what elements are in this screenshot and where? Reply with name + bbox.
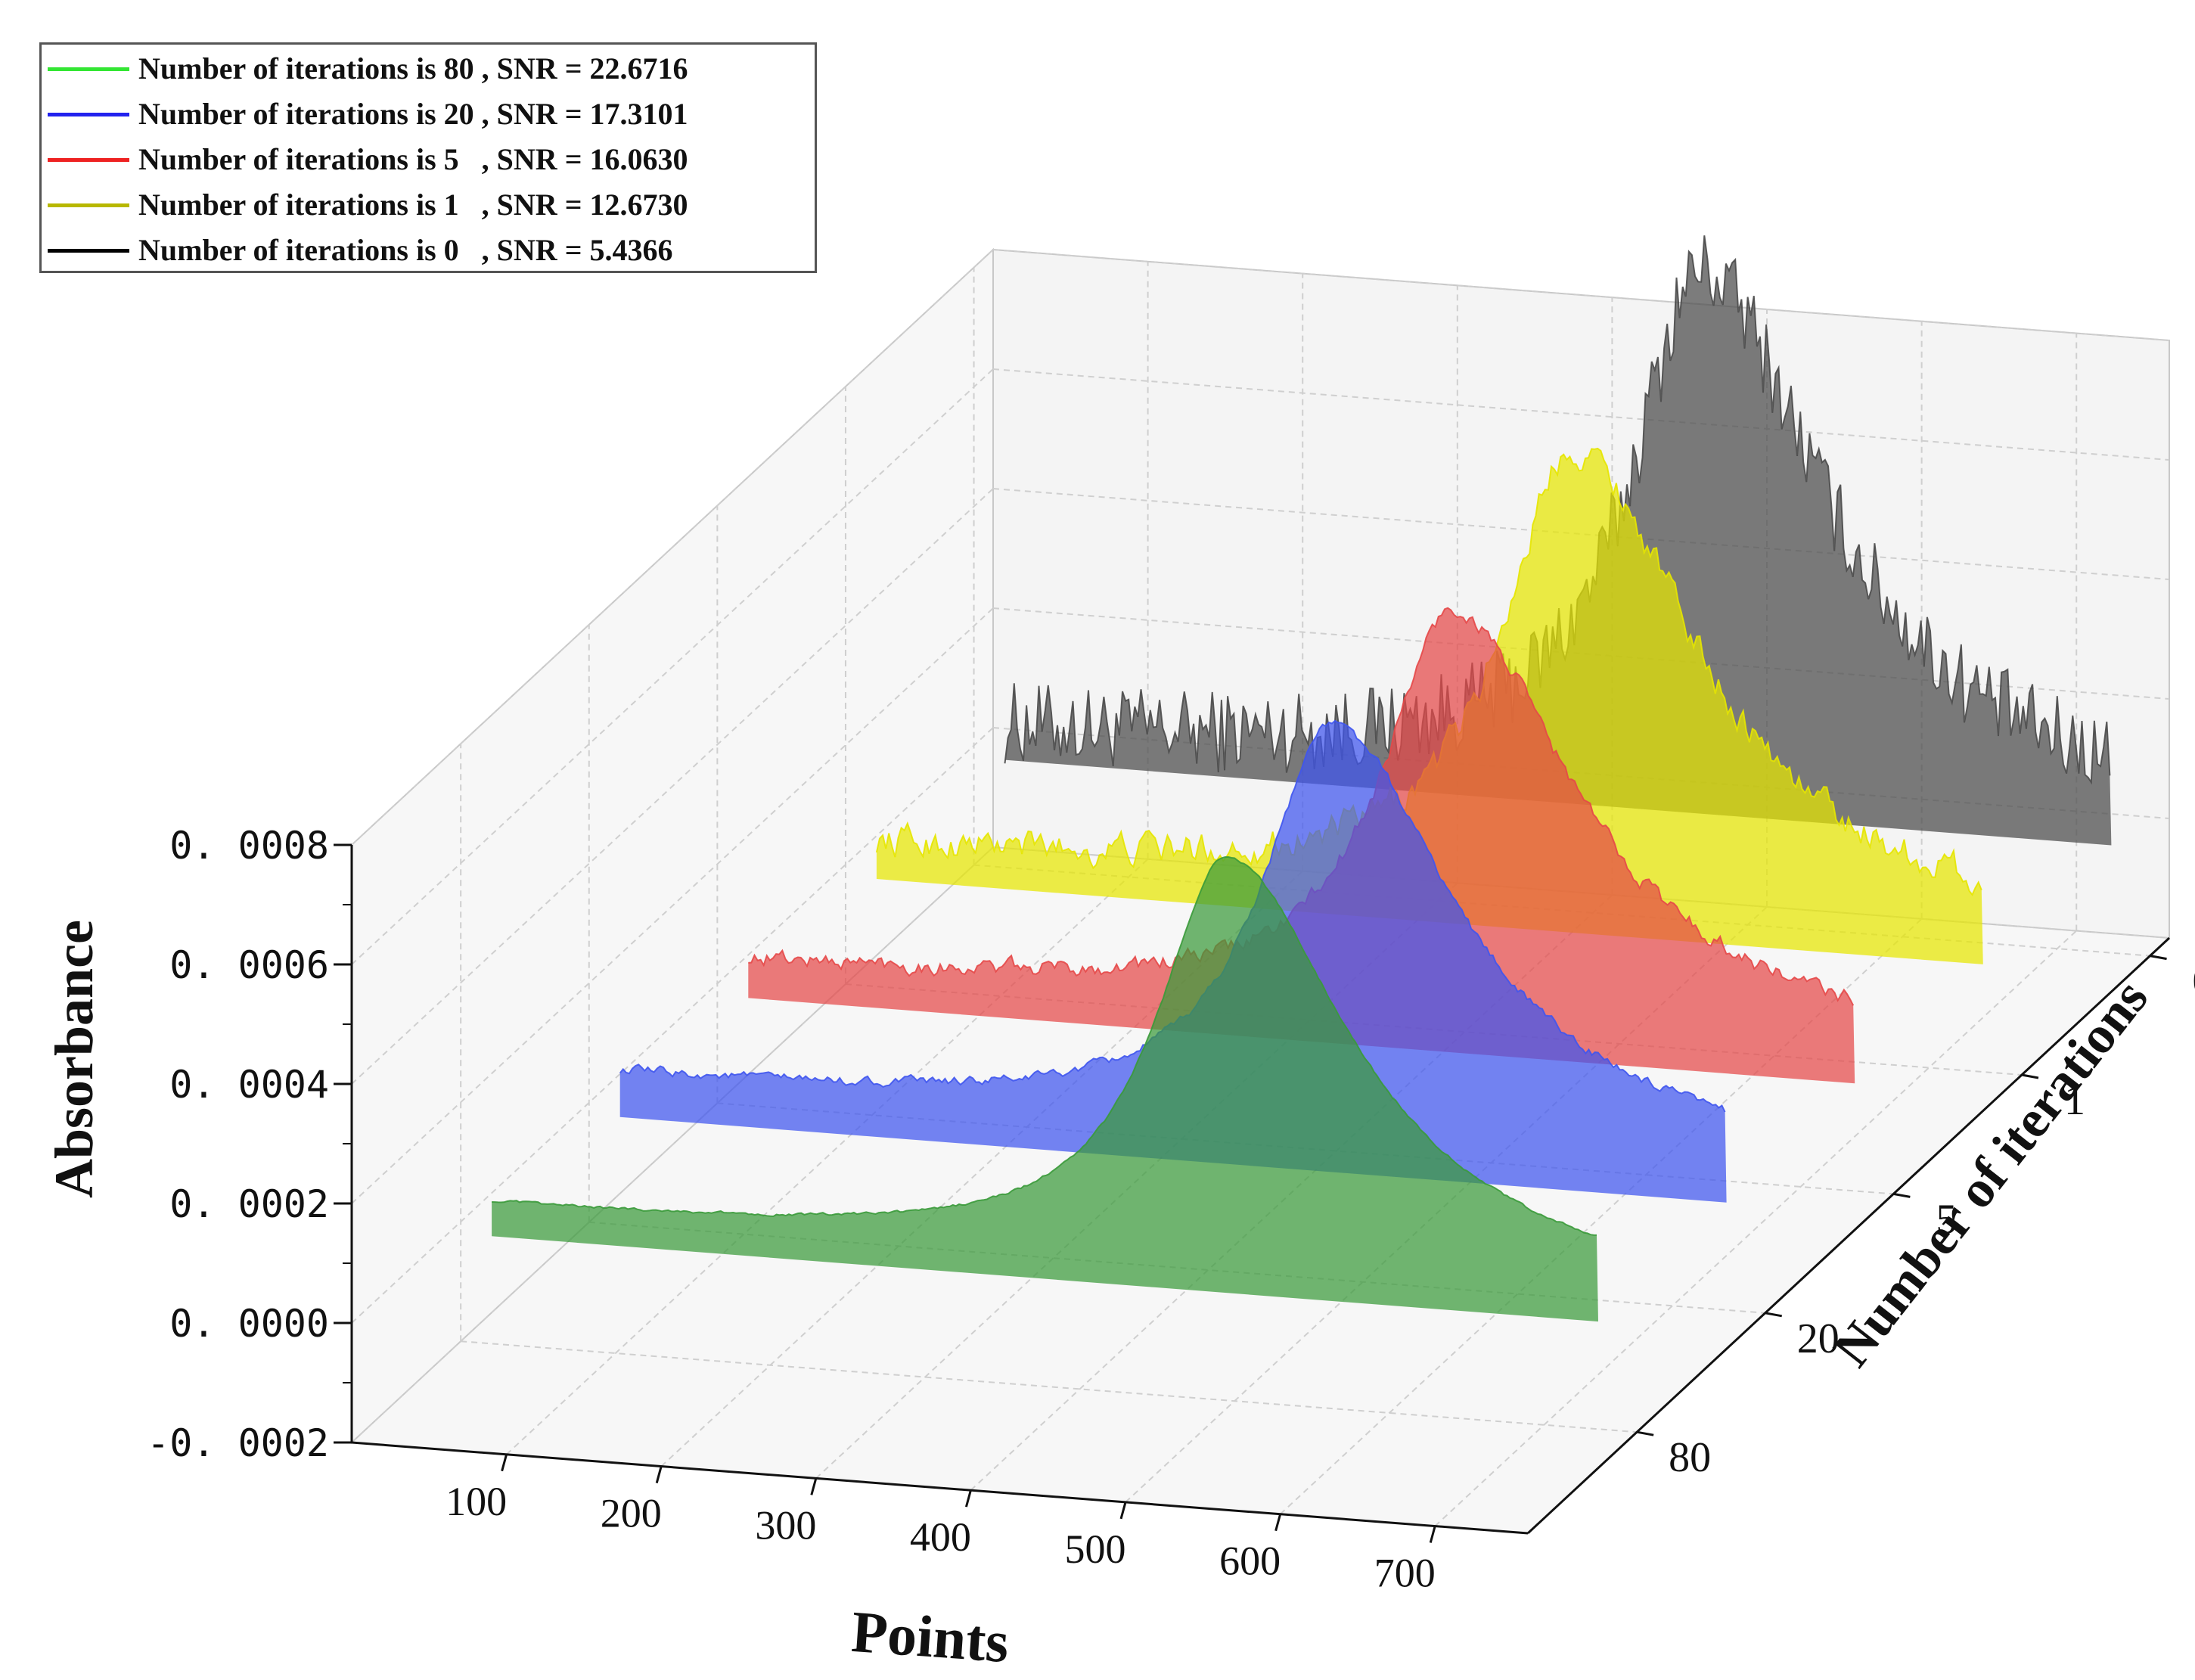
grid-line	[992, 488, 2170, 580]
series-layer	[492, 235, 2112, 1322]
legend-label: Number of iterations is 5 , SNR = 16.063…	[138, 142, 688, 176]
y-tick	[1636, 1430, 1654, 1436]
legend-label: Number of iterations is 0 , SNR = 5.4366	[138, 233, 673, 267]
grid-line	[992, 368, 2170, 461]
x-tick	[1429, 1526, 1436, 1543]
legend-label: Number of iterations is 20 , SNR = 17.31…	[138, 97, 688, 131]
y-tick	[1765, 1312, 1783, 1318]
grid-line	[351, 368, 994, 965]
legend-swatch	[48, 249, 129, 253]
y-tick	[1893, 1192, 1911, 1198]
grid-line	[505, 859, 1149, 1455]
x-tick	[501, 1454, 508, 1472]
z-tick-label: 0. 0008	[169, 824, 329, 868]
series-area	[876, 448, 1983, 964]
x-tick	[1274, 1514, 1282, 1532]
x-tick	[1119, 1501, 1127, 1520]
legend-label: Number of iterations is 80 , SNR = 22.67…	[138, 51, 688, 85]
grid-line	[351, 846, 994, 1443]
z-tick-label: 0. 0006	[169, 943, 329, 987]
legend-entry: Number of iterations is 5 , SNR = 16.063…	[42, 138, 815, 181]
x-tick-label: 300	[755, 1502, 816, 1548]
legend-swatch	[48, 203, 129, 207]
z-tick-label: 0. 0002	[169, 1182, 329, 1226]
legend-swatch	[48, 67, 129, 71]
x-tick-label: 500	[1065, 1526, 1126, 1572]
series-area	[619, 720, 1727, 1203]
grid-line	[1279, 918, 1923, 1515]
grid-line	[351, 249, 994, 846]
x-tick-label: 100	[446, 1479, 507, 1524]
x-tick-label: 200	[601, 1491, 662, 1536]
legend-entry: Number of iterations is 0 , SNR = 5.4366	[42, 229, 815, 272]
series-area	[492, 857, 1598, 1322]
z-axis-title: Absorbance	[44, 920, 104, 1198]
y-tick	[2150, 955, 2167, 961]
y-tick-label: 5	[1936, 1196, 1957, 1243]
grid-line	[461, 1340, 1638, 1433]
grid-line	[992, 249, 2170, 341]
series-area	[1004, 235, 2112, 846]
z-tick-label: 0. 0004	[169, 1063, 329, 1107]
y-tick	[2021, 1073, 2039, 1079]
x-axis-title: Points	[849, 1598, 1011, 1675]
depth-axis-line	[1526, 936, 2171, 1535]
legend-entry: Number of iterations is 1 , SNR = 12.673…	[42, 184, 815, 226]
y-tick-label: 20	[1797, 1315, 1840, 1362]
x-tick	[964, 1489, 972, 1508]
grid-line	[351, 488, 994, 1085]
x-tick	[810, 1477, 818, 1495]
z-tick-label: -0. 0002	[147, 1421, 329, 1465]
legend-swatch	[48, 113, 129, 116]
grid-line	[351, 607, 994, 1204]
legend-swatch	[48, 158, 129, 162]
x-tick-label: 700	[1374, 1551, 1436, 1596]
legend-entry: Number of iterations is 80 , SNR = 22.67…	[42, 48, 815, 90]
legend-label: Number of iterations is 1 , SNR = 12.673…	[138, 188, 688, 222]
legend: Number of iterations is 80 , SNR = 22.67…	[39, 42, 817, 273]
legend-entry: Number of iterations is 20 , SNR = 17.31…	[42, 93, 815, 135]
grid-line	[1434, 930, 2077, 1527]
x-tick-label: 600	[1219, 1539, 1281, 1584]
series-line	[492, 856, 1597, 1236]
series-area	[748, 607, 1855, 1084]
x-tick	[655, 1466, 663, 1483]
y-tick-label: 80	[1669, 1434, 1711, 1481]
grid-line	[660, 870, 1303, 1467]
grid-line	[351, 727, 994, 1324]
y-tick-label: 0	[2193, 958, 2195, 1005]
y-tick-label: 1	[2064, 1077, 2085, 1124]
axes	[334, 843, 2171, 1543]
x-tick-label: 400	[910, 1514, 971, 1560]
z-tick-label: 0. 0000	[169, 1302, 329, 1346]
x-axis-line	[351, 1441, 1529, 1535]
grid-line	[992, 607, 2170, 700]
